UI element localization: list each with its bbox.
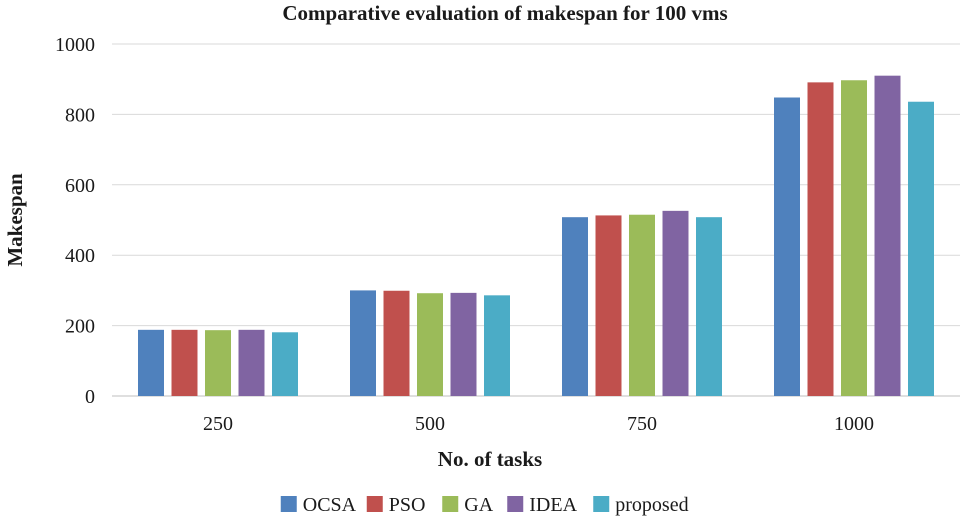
bar-ga-1000 [841, 80, 867, 397]
x-tick-labels: 250 500 750 1000 [203, 413, 874, 435]
bar-ga-250 [205, 330, 231, 396]
bar-proposed-750 [696, 217, 722, 396]
y-tick-label: 200 [65, 316, 95, 338]
legend-label-ga: GA [464, 494, 493, 516]
legend-swatch-idea [507, 496, 524, 512]
bar-ga-500 [417, 293, 443, 396]
bar-idea-750 [662, 210, 689, 396]
bar-ocsa-1000 [774, 97, 800, 396]
x-axis-label: No. of tasks [438, 447, 542, 471]
legend-label-pso: PSO [389, 494, 426, 516]
bar-ocsa-250 [138, 329, 164, 396]
bar-pso-500 [383, 290, 410, 396]
bar-pso-1000 [807, 82, 834, 397]
bar-ga-750 [629, 214, 655, 396]
bar-idea-500 [450, 292, 477, 396]
y-tick-label: 800 [65, 104, 95, 126]
legend-swatch-ocsa [280, 496, 297, 512]
x-tick-label: 500 [415, 413, 445, 435]
y-axis-label: Makespan [3, 173, 27, 267]
legend-label-proposed: proposed [615, 494, 688, 516]
legend-label-idea: IDEA [529, 494, 577, 516]
bar-pso-250 [171, 329, 198, 396]
bar-ocsa-750 [562, 217, 588, 396]
x-tick-label: 750 [627, 413, 657, 435]
legend: OCSA PSO GA IDEA proposed [280, 494, 689, 516]
legend-swatch-pso [366, 496, 383, 512]
legend-swatch-proposed [593, 496, 610, 512]
y-tick-label: 600 [65, 175, 95, 197]
legend-swatch-ga [442, 496, 459, 512]
bar-pso-750 [595, 215, 622, 396]
y-tick-label: 1000 [55, 34, 95, 56]
y-tick-label: 400 [65, 245, 95, 267]
bar-idea-1000 [874, 75, 901, 397]
bar-proposed-250 [272, 332, 298, 396]
bar-idea-250 [238, 329, 265, 396]
bars [138, 75, 934, 397]
x-tick-label: 1000 [834, 413, 874, 435]
y-tick-labels: 0 200 400 600 800 1000 [55, 34, 95, 408]
bar-proposed-1000 [908, 101, 934, 396]
legend-label-ocsa: OCSA [303, 494, 357, 516]
bar-ocsa-500 [350, 290, 376, 396]
x-tick-label: 250 [203, 413, 233, 435]
chart-title: Comparative evaluation of makespan for 1… [282, 1, 727, 25]
y-tick-label: 0 [85, 386, 95, 408]
bar-proposed-500 [484, 295, 510, 396]
